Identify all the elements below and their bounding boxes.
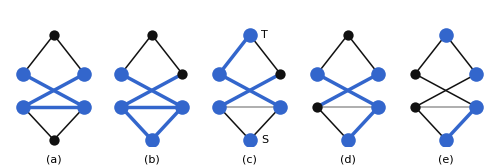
Point [178,106,186,108]
Point [313,106,321,108]
Point [148,139,156,141]
Point [215,73,223,75]
Point [411,106,419,108]
Point [178,73,186,75]
Point [215,106,223,108]
Point [80,106,88,108]
Point [374,73,382,75]
Point [276,106,284,108]
Point [148,34,156,36]
Point [472,73,480,75]
Point [50,139,58,141]
Text: (c): (c) [242,154,257,165]
Point [344,139,352,141]
Point [50,34,58,36]
Point [117,73,125,75]
Point [442,139,450,141]
Point [472,106,480,108]
Point [117,106,125,108]
Point [246,139,254,141]
Text: (d): (d) [340,154,355,165]
Text: (e): (e) [438,154,454,165]
Point [246,34,254,36]
Point [80,73,88,75]
Point [411,73,419,75]
Point [276,73,284,75]
Text: (a): (a) [46,154,62,165]
Point [19,73,27,75]
Point [19,106,27,108]
Text: (b): (b) [144,154,160,165]
Point [374,106,382,108]
Text: T: T [261,30,268,40]
Point [344,34,352,36]
Point [442,34,450,36]
Point [313,73,321,75]
Text: S: S [261,135,268,145]
